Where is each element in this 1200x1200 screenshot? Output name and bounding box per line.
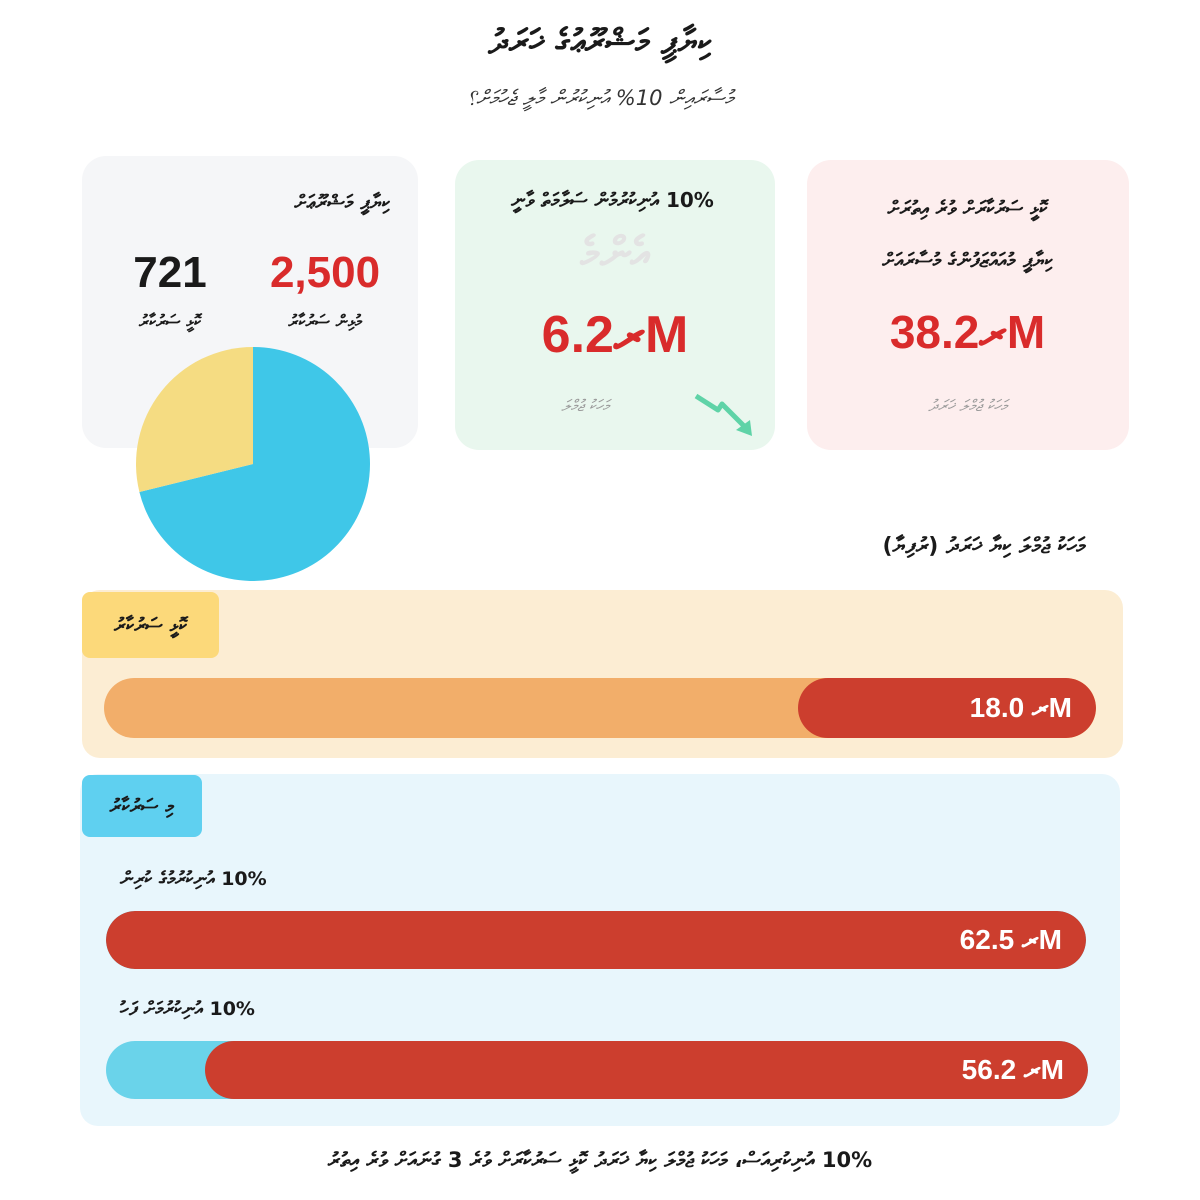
central-label: މި ސަރުކާރު xyxy=(82,775,202,837)
total-count: 2,500 xyxy=(269,248,381,297)
pie-slice-part xyxy=(136,347,253,492)
total-count-label: މުޅިން ސަރުކާރު xyxy=(288,312,362,332)
page-subtitle: މުސާރައިން 10% އުނިކުރުން މާލީ ޖެހުމަށް؟ xyxy=(466,86,734,110)
savings-watermark: އެންމެ xyxy=(580,228,650,279)
central-row1-bar-value: ރ 62.5M xyxy=(959,923,1062,955)
trend-down-arrow-icon xyxy=(694,393,752,436)
cost-amount: ރ38.2M xyxy=(889,306,1046,358)
central-row1-bar-track: ރ 62.5M xyxy=(106,911,1086,969)
central-row2-bar-value: ރ 56.2M xyxy=(961,1053,1064,1085)
page-title: ކިޔާޕީ މަޝްރޫޢުގެ ޚަރަދު xyxy=(488,22,712,62)
provincial-label: ކޮޅީ ސަރުކާރު xyxy=(82,592,219,658)
savings-note: މަހަކު ޖުމްލަ xyxy=(561,396,609,415)
footer-note: 10% އުނިކުރިއަސް، މަހަކު ޖުމްލަ ކިޔާ ޚަރ… xyxy=(327,1148,873,1172)
part-count-label: ކޮޅީ ސަރުކާރު xyxy=(138,312,202,332)
pie-chart xyxy=(136,347,370,581)
cost-card-title-line2: ކިޔާޕީ މުއައްޒަފުންގެ މުސާރައަށް xyxy=(882,248,1053,272)
central-row2-bar-track: ރ 56.2M xyxy=(106,1041,1088,1099)
savings-card-title: 10% އުނިކުރުމުން ސަލާމަތް ވާނީ xyxy=(511,188,714,212)
central-row1-label: 10% އުނިކުރުމުގެ ކުރިން xyxy=(120,868,267,890)
savings-amount: ރ6.2M xyxy=(541,306,689,364)
pie-slice-total xyxy=(139,347,370,581)
cost-card xyxy=(807,160,1129,450)
provincial-bar-value: ރ 18.0M xyxy=(969,691,1072,723)
bar-central-before xyxy=(106,911,1086,969)
cost-card-title-line1: ކޮޅީ ސަރުކާރަށް ވުރެ އިތުރަށް xyxy=(887,196,1048,220)
cost-note: މަހަކު ޖުމްލަ ޚަރަދު xyxy=(928,396,1007,415)
provincial-bar-track: ރ 18.0M xyxy=(104,678,1096,738)
part-count: 721 xyxy=(133,248,207,297)
central-row2-label: 10% އުނިކުރުމަށް ފަހު xyxy=(120,998,255,1020)
bar-provincial xyxy=(798,678,1096,738)
monthly-section-title: މަހަކު ޖުމްލަ ކިޔާ ޚަރަދު (ރުފިޔާ) xyxy=(882,534,1085,559)
summary-card-title: ކިޔާޕީ މަޝްރޫޢަށް xyxy=(294,190,390,214)
bar-central-after xyxy=(205,1041,1088,1099)
